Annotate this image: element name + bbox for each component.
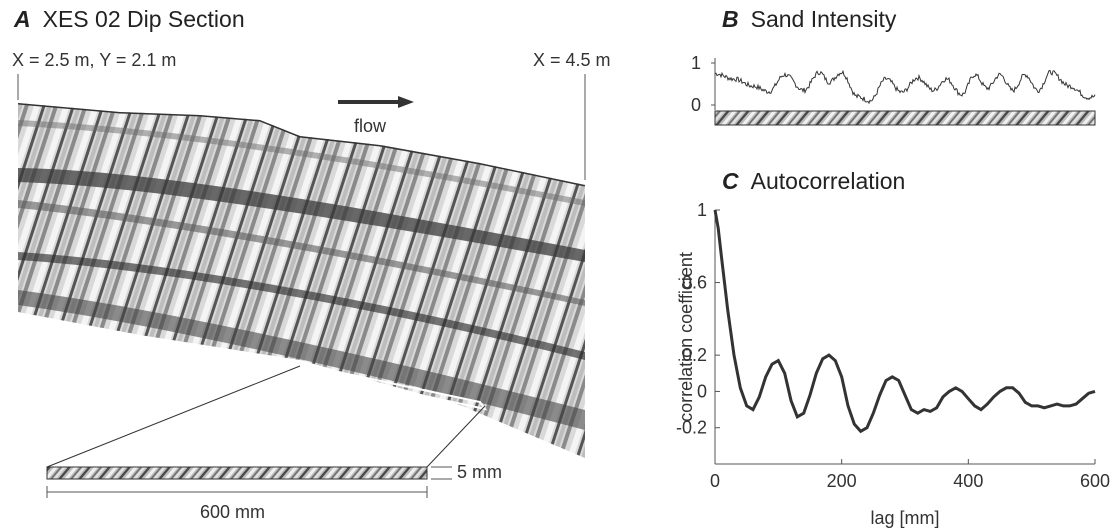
autocorrelation-series [713, 209, 1096, 434]
right-coordinate-label: X = 4.5 m [533, 50, 611, 70]
ac-x-tick-label: 0 [710, 471, 720, 491]
sand-strip-image [714, 110, 1096, 126]
panel-b-title: B Sand Intensity [722, 6, 896, 33]
sand-y-tick-label-0: 0 [691, 95, 701, 115]
zoom-line-right [426, 405, 486, 468]
panel-b-letter: B [722, 6, 739, 32]
panel-c-title: C Autocorrelation [722, 168, 905, 195]
ac-x-tick-label: 400 [953, 471, 983, 491]
flow-arrow-icon [338, 96, 414, 108]
ac-y-axis-label: correlation coefficient [676, 252, 696, 422]
ac-y-tick-label: 1 [697, 200, 707, 220]
ac-y-tick-label: 0.2 [682, 345, 707, 365]
selection-box [297, 362, 488, 411]
sand-intensity-series [714, 69, 1096, 105]
flow-label: flow [354, 116, 387, 136]
panel-c-letter: C [722, 168, 739, 194]
ac-y-tick-label: -0.2 [676, 418, 707, 438]
left-coordinate-label: X = 2.5 m, Y = 2.1 m [12, 50, 177, 70]
enlarged-strip-image [46, 466, 428, 480]
length-scale-bar [46, 486, 428, 498]
sand-y-tick-label-1: 1 [691, 53, 701, 73]
ac-y-tick-label: 0.6 [682, 273, 707, 293]
ac-x-axis-label: lag [mm] [870, 508, 939, 528]
panel-a-letter: A [14, 6, 31, 32]
scale-height-label: 5 mm [457, 462, 502, 482]
scale-length-label: 600 mm [200, 502, 266, 522]
ac-y-tick-label: 0 [697, 381, 707, 401]
panel-b-title-text: Sand Intensity [750, 6, 897, 32]
panel-c-title-text: Autocorrelation [750, 168, 906, 194]
panel-a-title-text: XES 02 Dip Section [42, 6, 245, 32]
ac-x-tick-label: 200 [827, 471, 857, 491]
panel-a-title: A XES 02 Dip Section [14, 6, 245, 33]
ac-x-tick-label: 600 [1080, 471, 1110, 491]
zoom-line-left [46, 365, 301, 468]
